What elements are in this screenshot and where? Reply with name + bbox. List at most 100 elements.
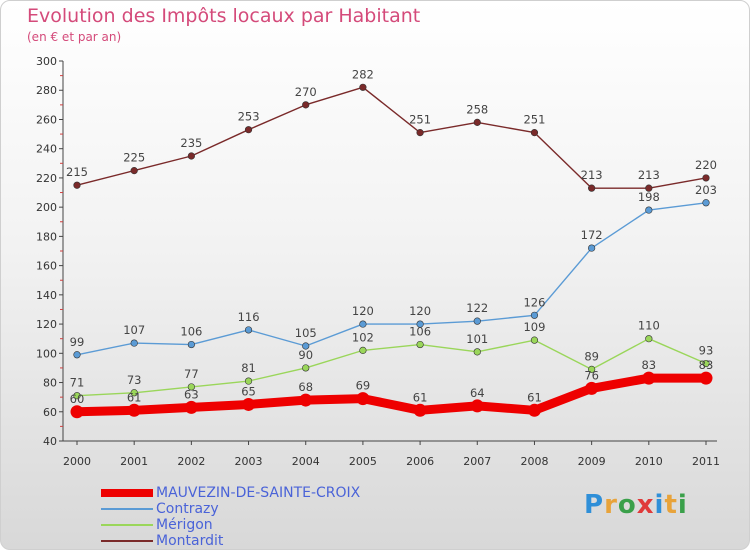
- data-point: [127, 403, 141, 417]
- data-point: [187, 152, 195, 160]
- data-label: 122: [466, 301, 488, 315]
- data-label: 235: [180, 136, 202, 150]
- data-label: 109: [523, 320, 545, 334]
- data-label: 213: [581, 168, 603, 182]
- data-label: 282: [352, 67, 374, 81]
- legend-label: Contrazy: [156, 501, 219, 517]
- data-label: 258: [466, 102, 488, 116]
- x-tick-label: 2001: [120, 455, 148, 468]
- x-tick-label: 2008: [520, 455, 548, 468]
- x-tick-label: 2007: [463, 455, 491, 468]
- series-line-1: [76, 202, 707, 356]
- y-tick-label: 220: [36, 172, 57, 185]
- logo-letter: t: [664, 490, 678, 520]
- data-label: 68: [298, 380, 313, 394]
- data-point: [70, 405, 84, 419]
- data-point: [473, 317, 481, 325]
- data-label: 61: [413, 390, 428, 404]
- data-point: [130, 167, 138, 175]
- data-label: 126: [523, 295, 545, 309]
- data-label: 99: [70, 335, 85, 349]
- x-tick-label: 2004: [292, 455, 320, 468]
- x-tick-label: 2000: [63, 455, 91, 468]
- legend-label: Mérigon: [156, 517, 213, 533]
- data-label: 106: [409, 325, 431, 339]
- data-label: 253: [238, 110, 260, 124]
- y-tick-label: 300: [36, 55, 57, 68]
- data-point: [359, 83, 367, 91]
- data-point: [473, 348, 481, 356]
- data-label: 213: [638, 168, 660, 182]
- data-point: [416, 320, 424, 328]
- data-point: [73, 351, 81, 359]
- data-label: 203: [695, 183, 717, 197]
- data-point: [244, 377, 253, 385]
- x-tick-label: 2005: [349, 455, 377, 468]
- data-label: 63: [184, 387, 199, 401]
- data-label: 120: [352, 304, 374, 318]
- data-point: [187, 340, 195, 349]
- data-point: [242, 397, 256, 411]
- data-point: [530, 129, 539, 137]
- data-point: [702, 174, 710, 182]
- legend-swatch: [101, 489, 153, 497]
- data-label: 110: [638, 319, 660, 333]
- x-tick-label: 2010: [635, 455, 663, 468]
- data-label: 198: [638, 190, 660, 204]
- y-tick-label: 260: [36, 113, 57, 126]
- data-point: [130, 339, 138, 347]
- y-tick-label: 140: [36, 289, 57, 302]
- data-label: 106: [180, 325, 202, 339]
- logo-letter: r: [604, 490, 618, 520]
- data-point: [588, 184, 596, 192]
- y-tick-label: 180: [36, 230, 57, 243]
- y-tick-label: 80: [43, 377, 57, 390]
- logo-letter: x: [636, 490, 655, 520]
- data-point: [359, 346, 367, 354]
- data-label: 105: [295, 326, 317, 340]
- data-label: 73: [127, 373, 142, 387]
- data-point: [244, 126, 253, 134]
- data-label: 102: [352, 330, 374, 344]
- data-point: [187, 383, 195, 391]
- data-point: [645, 184, 653, 192]
- data-label: 89: [584, 349, 599, 363]
- y-tick-label: 100: [36, 347, 57, 360]
- legend-swatch: [101, 508, 153, 510]
- data-point: [130, 389, 138, 397]
- data-point: [702, 359, 710, 368]
- y-tick-label: 200: [36, 201, 57, 214]
- data-point: [530, 336, 539, 344]
- data-label: 172: [581, 228, 603, 242]
- data-point: [299, 393, 313, 407]
- data-label: 83: [699, 358, 714, 372]
- legend-swatch: [101, 540, 153, 542]
- data-label: 90: [298, 348, 313, 362]
- data-point: [645, 335, 653, 343]
- x-tick-label: 2006: [406, 455, 434, 468]
- data-point: [356, 392, 370, 406]
- data-point: [642, 371, 656, 385]
- data-label: 77: [184, 367, 199, 381]
- logo-letter: i: [654, 490, 665, 520]
- data-label: 215: [66, 165, 88, 179]
- logo-letter: i: [677, 490, 688, 520]
- data-label: 64: [470, 386, 485, 400]
- data-point: [302, 364, 310, 372]
- data-point: [302, 342, 310, 350]
- data-label: 71: [70, 376, 85, 390]
- series-line-0: [72, 373, 711, 417]
- y-tick-label: 160: [36, 260, 57, 273]
- data-label: 60: [70, 392, 85, 406]
- legend-item-contrazy: Contrazy: [101, 501, 360, 517]
- data-label: 61: [127, 390, 142, 404]
- x-tick-label: 2003: [235, 455, 263, 468]
- data-point: [416, 340, 424, 349]
- data-point: [413, 403, 427, 417]
- legend-label: MAUVEZIN-DE-SAINTE-CROIX: [156, 485, 361, 501]
- chart-subtitle: (en € et par an): [27, 30, 122, 44]
- data-point: [588, 365, 596, 373]
- series-line-3: [76, 86, 707, 189]
